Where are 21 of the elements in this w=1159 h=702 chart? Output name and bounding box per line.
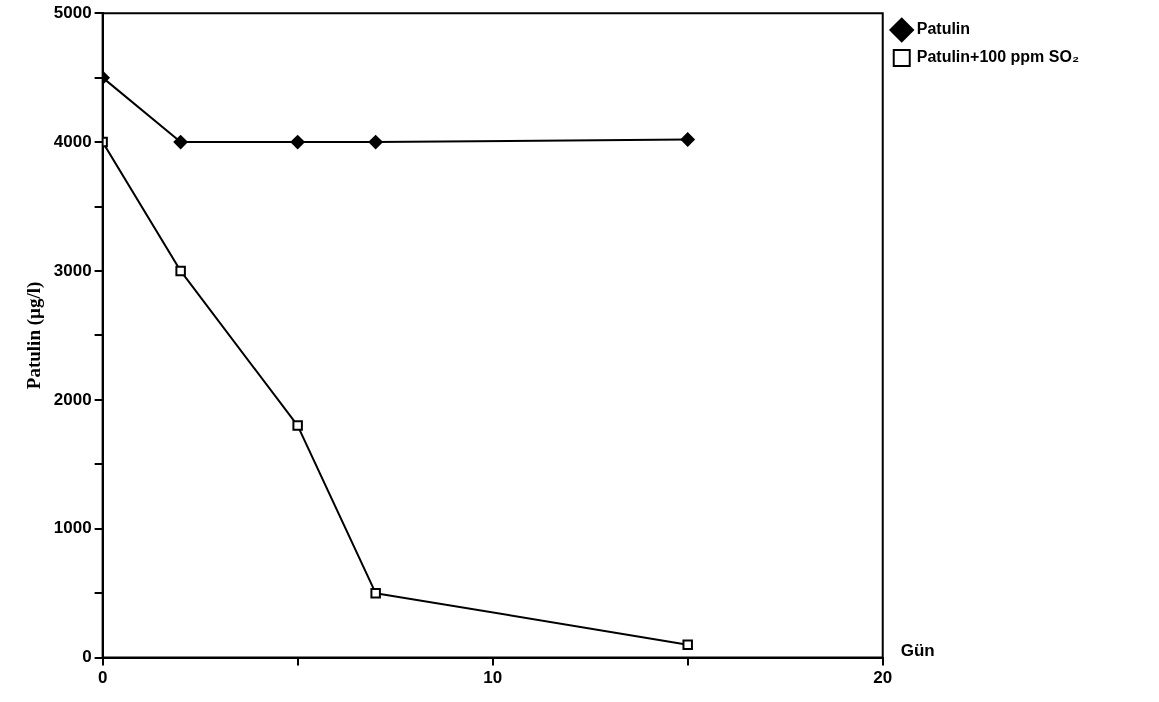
point <box>173 135 188 150</box>
x-axis-title: Gün <box>900 641 935 661</box>
point <box>682 639 693 650</box>
legend-label: Patulin <box>916 20 971 38</box>
y-tick-label: 2000 <box>53 389 92 409</box>
point <box>290 135 305 150</box>
x-tick-label: 0 <box>97 668 108 688</box>
point <box>370 587 381 599</box>
legend-label: Patulin+100 ppm SO₂ <box>916 48 1079 66</box>
point <box>175 265 186 277</box>
y-tick-label: 5000 <box>53 2 92 22</box>
y-tick-label: 3000 <box>53 260 92 280</box>
y-axis-title: Patulin (µg/l) <box>23 281 46 390</box>
point <box>680 132 695 147</box>
point <box>368 135 383 150</box>
x-tick-label: 20 <box>873 668 893 688</box>
y-tick-label: 4000 <box>53 131 92 151</box>
y-tick-label: 0 <box>82 647 92 667</box>
x-tick-label: 10 <box>483 668 503 688</box>
y-tick-label: 1000 <box>53 518 92 538</box>
point <box>292 420 303 431</box>
